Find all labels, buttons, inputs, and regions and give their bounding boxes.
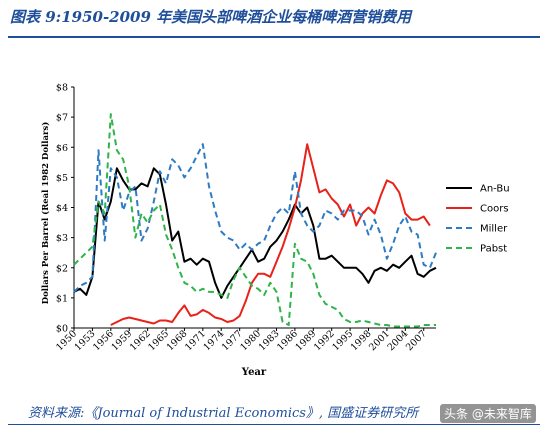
legend-label: Pabst bbox=[480, 244, 507, 255]
y-tick-label: $7 bbox=[56, 113, 68, 124]
y-tick-label: $5 bbox=[56, 173, 68, 184]
series-line-an-bu bbox=[73, 167, 437, 299]
x-tick-labels: 1950195319561959196219651968197119741977… bbox=[54, 328, 429, 353]
y-axis-label: Dollars Per Barrel (Real 1982 Dollars) bbox=[40, 122, 51, 305]
chart-legend: An-Bu Coors Miller Pabst bbox=[446, 184, 510, 255]
figure-title: 图表 9:1950-2009 年美国头部啤酒企业每桶啤酒营销费用 bbox=[10, 8, 412, 26]
y-tick-label: $3 bbox=[56, 233, 68, 244]
legend-label: Coors bbox=[480, 204, 509, 215]
watermark-badge: 头条 @未来智库 bbox=[440, 404, 536, 423]
y-tick-labels: $0 $1 $2 $3 $4 $5 $6 $7 $8 bbox=[56, 83, 74, 335]
title-divider bbox=[8, 36, 540, 38]
legend-label: Miller bbox=[480, 224, 508, 235]
series-line-coors bbox=[110, 143, 431, 326]
legend-label: An-Bu bbox=[480, 184, 510, 195]
y-tick-label: $8 bbox=[56, 83, 68, 94]
y-tick-label: $1 bbox=[56, 293, 68, 304]
y-tick-label: $2 bbox=[56, 263, 68, 274]
bottom-divider bbox=[8, 424, 540, 425]
y-tick-label: $0 bbox=[56, 324, 68, 335]
x-axis-label: Year bbox=[241, 367, 267, 378]
series-line-miller bbox=[73, 143, 437, 293]
y-tick-label: $6 bbox=[56, 143, 68, 154]
y-tick-label: $4 bbox=[56, 203, 68, 214]
series-lines bbox=[73, 113, 437, 328]
source-note: 资料来源:《Journal of Industrial Economics》, … bbox=[28, 406, 419, 421]
chart-axes bbox=[73, 87, 436, 329]
x-tick-label: 2007 bbox=[404, 328, 429, 353]
line-chart: $0 $1 $2 $3 $4 $5 $6 $7 $8 195019531956195919621… bbox=[40, 83, 510, 379]
series-line-pabst bbox=[73, 113, 436, 328]
